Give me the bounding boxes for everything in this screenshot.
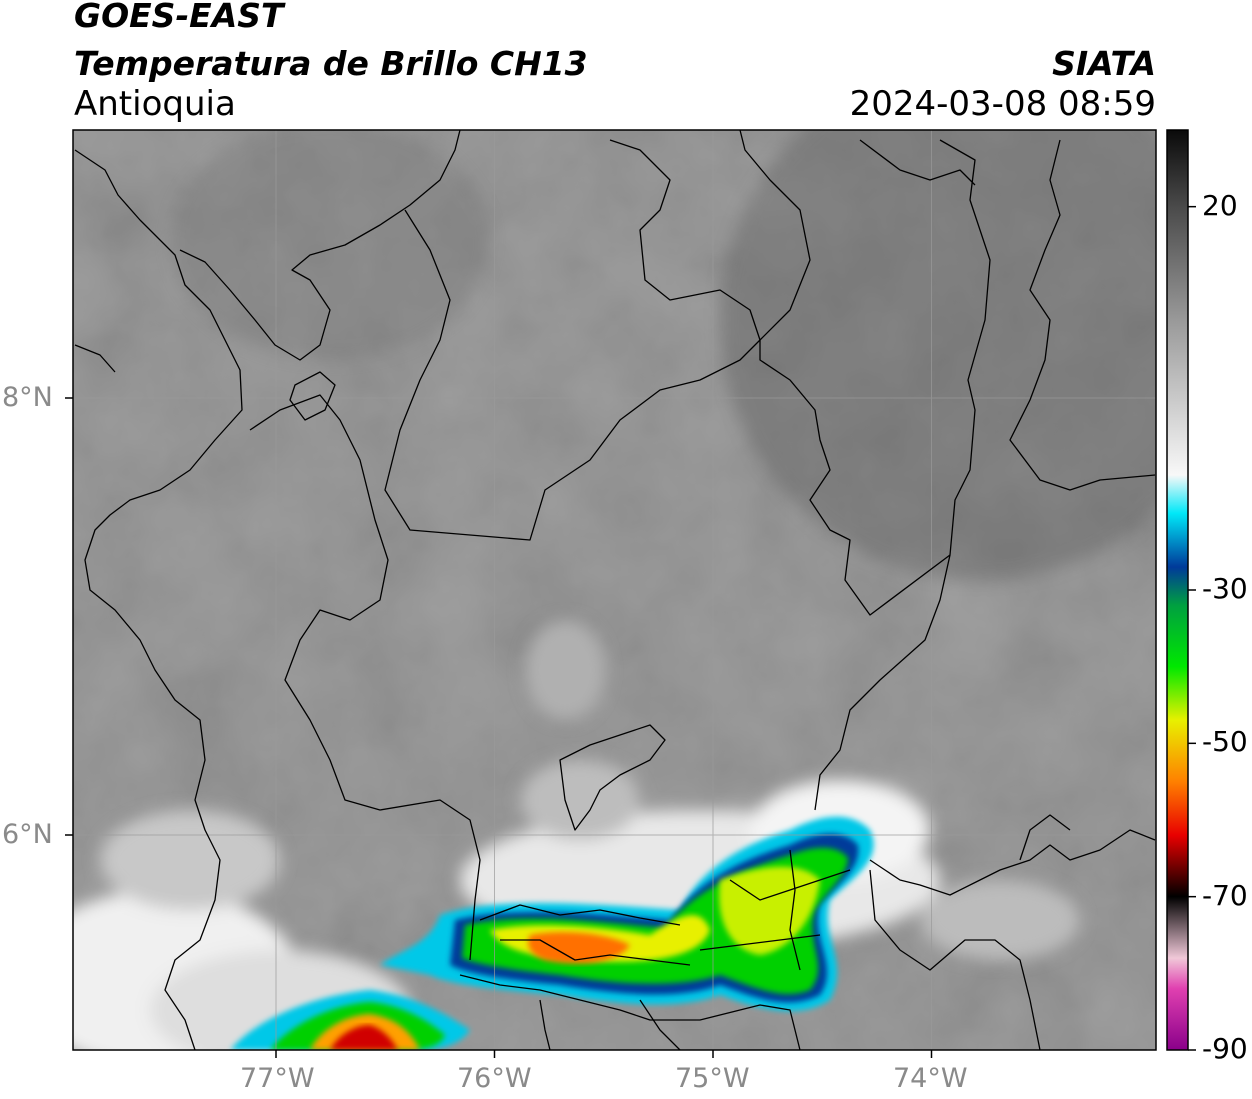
- department-boundary: [814, 554, 951, 811]
- municipal-boundary: [539, 999, 551, 1050]
- gridlines: [73, 130, 1156, 1050]
- dark-region: [720, 130, 1156, 580]
- lat-label-8n: 8°N: [2, 382, 53, 413]
- department-boundary: [869, 869, 1041, 1050]
- lon-label-77w: 77°W: [240, 1063, 315, 1094]
- lat-label-6n: 6°N: [2, 819, 53, 850]
- organization-label: SIATA: [1052, 44, 1156, 83]
- title-line1: GOES-EAST: [74, 0, 284, 35]
- municipal-boundary: [699, 934, 821, 951]
- colorbar-label: -30: [1202, 572, 1248, 605]
- department-boundary: [384, 130, 811, 541]
- department-boundary: [249, 394, 481, 961]
- coastline: [179, 130, 461, 361]
- municipal-boundary: [729, 869, 851, 901]
- colorbar-label: 20: [1202, 188, 1238, 222]
- department-boundary: [759, 139, 991, 616]
- lon-label-75w: 75°W: [675, 1063, 750, 1094]
- coastline: [74, 344, 116, 373]
- lon-label-74w: 74°W: [893, 1063, 968, 1094]
- coastline: [74, 149, 243, 1050]
- department-boundary: [559, 724, 666, 831]
- title-line2: Temperatura de Brillo CH13: [74, 44, 588, 83]
- cold-cloud-tops: [230, 816, 874, 1050]
- department-boundary: [609, 139, 761, 341]
- datetime-label: 2024-03-08 08:59: [849, 84, 1156, 124]
- municipal-boundary: [639, 999, 681, 1050]
- municipal-boundary: [459, 974, 801, 1050]
- lon-label-76w: 76°W: [457, 1063, 532, 1094]
- colorbar-ticks: [1188, 205, 1196, 1051]
- municipal-boundary: [500, 939, 691, 966]
- municipal-boundary: [789, 849, 801, 971]
- subtitle: Antioquia: [74, 84, 236, 124]
- colorbar: [1166, 129, 1189, 1051]
- colorbar-label: -50: [1202, 725, 1248, 759]
- coastline: [289, 371, 336, 421]
- map-frame: [72, 129, 1157, 1051]
- boundaries: [74, 130, 1156, 1050]
- municipal-boundary: [479, 904, 681, 926]
- axis-ticks: [65, 397, 933, 1058]
- colorbar-label: -90: [1202, 1032, 1248, 1065]
- department-boundary: [859, 139, 976, 186]
- map-panel: [73, 130, 1156, 1050]
- department-boundary: [1019, 814, 1071, 861]
- dark-region: [170, 130, 490, 360]
- department-boundary: [1009, 139, 1156, 491]
- department-boundary: [869, 829, 1156, 896]
- colorbar-label: -70: [1202, 878, 1248, 912]
